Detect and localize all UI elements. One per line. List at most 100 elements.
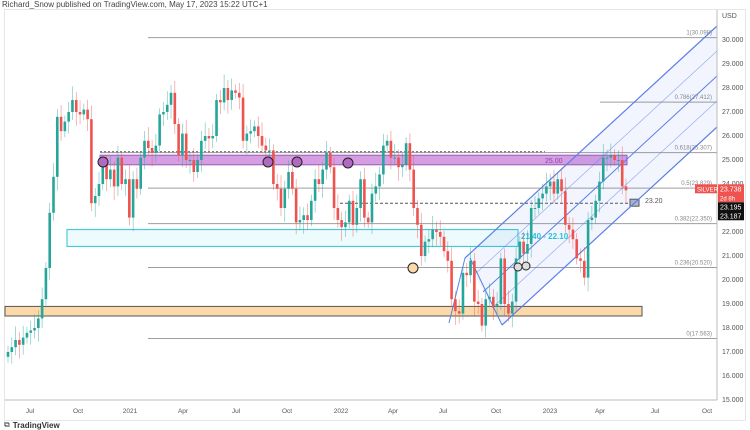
y-tick-label: 27.000 (722, 109, 744, 116)
ask-price: 23.187 (720, 213, 742, 220)
x-tick-label: Jul (26, 408, 35, 415)
touch-marker (342, 157, 354, 169)
candle-body (222, 88, 226, 103)
candle-body (10, 347, 14, 352)
y-tick-label: 17.000 (722, 349, 744, 356)
candle-body (279, 188, 283, 208)
candle-body (548, 181, 552, 187)
y-tick-label: 28.000 (722, 85, 744, 92)
candle-body (268, 150, 271, 152)
candle-body (313, 179, 317, 201)
candle-body (537, 198, 541, 208)
candle-body (33, 328, 36, 331)
candle-body (165, 104, 169, 112)
fib-label: 0.382(22.350) (675, 217, 712, 223)
candle-body (624, 186, 628, 191)
candle-body (306, 215, 309, 220)
candle-body (219, 100, 222, 103)
candle-body (438, 232, 442, 237)
candle-body (245, 133, 249, 141)
level-label: 23.20 (645, 198, 663, 205)
logo-icon: ⧉ (4, 420, 10, 429)
candle-body (237, 92, 241, 98)
candle-body (564, 191, 567, 225)
candle-body (230, 90, 233, 100)
candle-body (211, 136, 215, 139)
candle-body (177, 124, 180, 156)
candle-body (21, 337, 25, 345)
x-tick-label: Oct (73, 408, 83, 415)
candle-body (109, 169, 112, 180)
x-tick-label: Jul (439, 408, 448, 415)
y-tick-label: 29.000 (722, 61, 744, 68)
candle-body (533, 208, 537, 209)
candle-body (522, 241, 525, 254)
candle-body (150, 148, 154, 153)
x-tick-label: Jul (232, 408, 241, 415)
base-zone (4, 305, 643, 317)
candle-body (264, 145, 268, 151)
candle-body (120, 157, 124, 184)
candle-body (203, 136, 207, 141)
candle-body (469, 260, 472, 276)
candle-body (162, 112, 165, 115)
support-label: 21.40 - 22.10 (521, 232, 569, 241)
touch-marker (513, 262, 523, 272)
publisher-header: Richard_Snow published on TradingView.co… (2, 0, 268, 9)
candle-body (86, 109, 89, 120)
candle-body (124, 179, 127, 184)
x-tick-label: Jul (651, 408, 660, 415)
candle-body (397, 157, 400, 168)
x-tick-label: Apr (178, 408, 189, 415)
candle-body (260, 136, 264, 146)
candle-body (579, 258, 582, 261)
candle-body (18, 340, 21, 345)
candle-body (556, 179, 560, 194)
touch-marker (407, 262, 419, 274)
candle-body (495, 304, 499, 307)
y-tick-label: 18.000 (722, 325, 744, 332)
candle-body (44, 268, 48, 300)
candle-body (476, 301, 480, 304)
candle-body (97, 184, 101, 196)
candle-body (146, 140, 150, 148)
candle-body (427, 239, 431, 242)
chart-frame (4, 9, 746, 421)
x-tick-label: Apr (595, 408, 606, 415)
candle-body (416, 208, 419, 225)
candle-body (14, 340, 17, 348)
candle-body (412, 169, 415, 208)
candle-body (29, 330, 33, 333)
candle-body (499, 258, 503, 304)
candle-body (291, 172, 294, 189)
candle-body (465, 272, 469, 276)
candle-body (74, 100, 78, 112)
y-tick-label: 30.000 (722, 37, 744, 44)
candle-body (336, 208, 340, 220)
candle-body (241, 97, 245, 141)
candle-body (514, 258, 518, 302)
candle-body (48, 212, 52, 268)
candle-body (450, 260, 453, 300)
candle-body (552, 181, 556, 194)
candle-body (188, 160, 192, 161)
candle-body (526, 244, 529, 254)
candle-body (154, 145, 158, 153)
candle-body (112, 169, 116, 187)
candle-body (332, 167, 336, 208)
candle-body (169, 92, 173, 105)
candle-body (181, 133, 184, 156)
candle-body (272, 150, 275, 184)
candle-body (101, 164, 105, 184)
x-tick-label: Oct (702, 408, 712, 415)
candle-body (480, 304, 484, 326)
candle-body (158, 114, 161, 146)
candle-body (355, 208, 359, 225)
candle-body (55, 116, 59, 177)
candle-body (378, 174, 381, 187)
parallel-channel[interactable] (448, 25, 718, 326)
candle-body (457, 311, 461, 314)
candle-body (492, 296, 495, 307)
candle-body (253, 126, 256, 132)
